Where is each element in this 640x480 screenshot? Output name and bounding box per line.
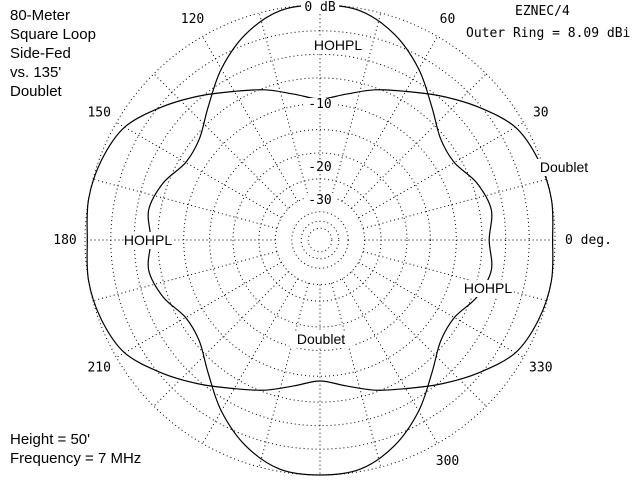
angle-label: 30	[533, 106, 549, 121]
angle-label: 300	[436, 454, 459, 469]
grid-spoke	[153, 271, 289, 407]
angle-label-bg	[530, 103, 551, 118]
angle-label: 180	[53, 233, 76, 248]
angle-label-bg	[85, 103, 114, 118]
grid-spoke	[358, 261, 524, 358]
angle-label-bg	[178, 10, 207, 25]
footer-height: Height = 50'	[10, 431, 91, 448]
angle-label-bg	[563, 231, 615, 245]
grid-spoke	[116, 122, 282, 219]
ring-label-minus10: -10	[308, 97, 331, 112]
angle-label: 0 deg.	[565, 233, 612, 248]
footer-frequency: Frequency = 7 MHz	[10, 450, 142, 467]
ring-label-bg	[305, 194, 335, 207]
pattern-hohpl	[147, 4, 493, 476]
pattern-doublet	[86, 89, 554, 391]
curve-label-bg	[532, 159, 596, 176]
grid-spoke	[92, 178, 278, 229]
angle-label: 150	[87, 106, 110, 121]
angle-label-bg	[85, 358, 114, 373]
grid-ring	[274, 194, 366, 286]
grid-ring	[300, 220, 340, 260]
grid-spoke	[258, 282, 309, 468]
grid-ring	[110, 30, 530, 450]
grid-ring	[157, 77, 483, 403]
grid-spoke	[341, 36, 438, 202]
program-name: EZNEC/4	[515, 4, 570, 19]
ring-label-minus20: -20	[308, 160, 331, 175]
angle-label-bg	[51, 231, 79, 245]
title-line: Square Loop	[10, 26, 96, 43]
angle-label: 210	[87, 361, 110, 376]
ring-label-0db: 0 dB	[304, 0, 335, 15]
plot-footer: Height = 50' Frequency = 7 MHz	[10, 430, 141, 468]
curve-label-bg	[464, 280, 512, 297]
ring-label-bg	[301, 1, 339, 14]
angle-label-bg	[526, 358, 555, 373]
grid-ring	[291, 211, 349, 269]
grid-spoke	[116, 261, 282, 358]
title-line: 80-Meter	[10, 7, 71, 24]
curve-label-doublet-right: Doublet	[540, 159, 588, 175]
angle-label: 120	[181, 12, 204, 27]
title-line: vs. 135'	[10, 64, 62, 81]
title-line: Doublet	[10, 83, 62, 100]
grid-spoke	[358, 122, 524, 219]
curve-label-bg	[314, 37, 362, 54]
grid-spoke	[331, 282, 382, 468]
angle-label: 60	[440, 12, 456, 27]
title-line: Side-Fed	[10, 45, 71, 62]
grid-ring	[133, 53, 507, 427]
angle-label: 330	[529, 361, 552, 376]
grid-spoke	[153, 73, 289, 209]
grid-spoke	[258, 12, 309, 198]
grid-spoke	[202, 278, 299, 444]
grid-spoke	[341, 278, 438, 444]
angle-label-bg	[433, 451, 462, 466]
curve-label-hohpl-top: HOHPL	[314, 37, 362, 53]
angle-label-bg	[437, 10, 458, 25]
grid-spoke	[202, 36, 299, 202]
ring-label-minus30: -30	[308, 193, 331, 208]
grid-ring	[183, 103, 457, 377]
ring-label-bg	[305, 98, 335, 111]
curve-label-bg	[289, 331, 353, 348]
grid-ring	[307, 227, 333, 253]
plot-title: 80-Meter Square Loop Side-Fed vs. 135' D…	[10, 6, 96, 101]
curve-label-doublet-bottom: Doublet	[297, 331, 345, 347]
grid-spoke	[362, 251, 548, 302]
ring-label-bg	[305, 161, 335, 174]
curve-label-hohpl-right: HOHPL	[464, 280, 512, 296]
grid-spoke	[351, 73, 487, 209]
curve-label-bg	[124, 232, 172, 249]
grid-ring	[232, 152, 408, 328]
grid-ring	[209, 129, 431, 351]
outer-ring-value: Outer Ring = 8.09 dBi	[466, 26, 631, 41]
curve-label-hohpl-left: HOHPL	[124, 232, 172, 248]
